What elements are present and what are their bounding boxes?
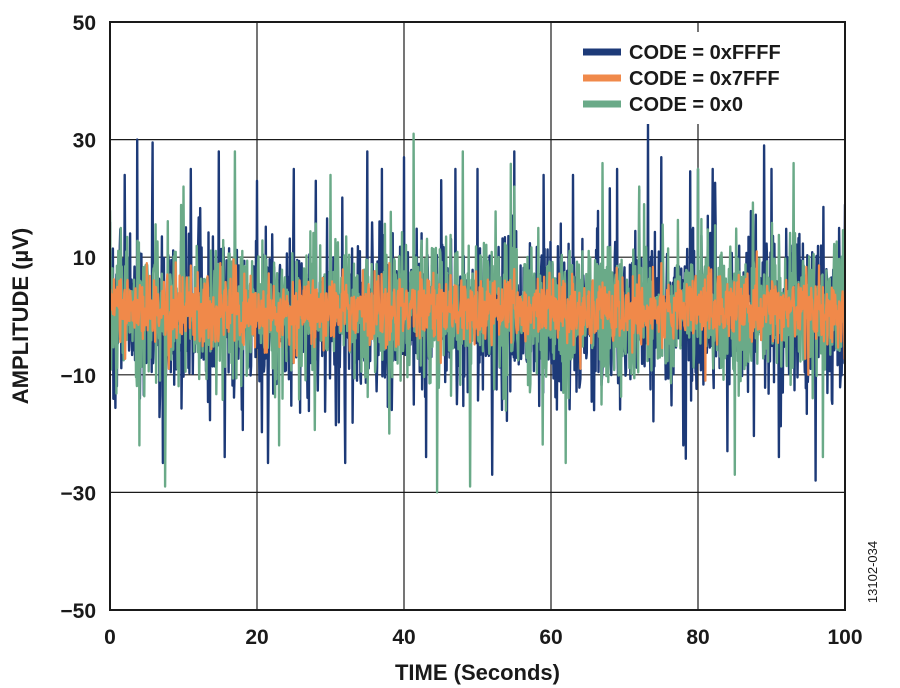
x-tick-label: 20 — [245, 626, 268, 649]
legend-label: CODE = 0x0 — [629, 94, 743, 116]
x-tick-label: 80 — [686, 626, 709, 649]
y-tick-label: −10 — [60, 365, 96, 388]
y-tick-label: −30 — [60, 482, 96, 505]
plot-frame — [109, 21, 846, 611]
y-tick-label: 50 — [73, 12, 96, 35]
series-line — [110, 250, 845, 382]
x-axis-title: TIME (Seconds) — [395, 660, 560, 685]
x-axis-ticks: 0 20 40 60 80 100 — [104, 626, 862, 649]
y-tick-label: 10 — [73, 247, 96, 270]
x-tick-label: 0 — [104, 626, 116, 649]
y-axis-title: AMPLITUDE (µV) — [8, 228, 33, 404]
y-axis-ticks: −50 −30 −10 10 30 50 — [60, 12, 96, 623]
legend-label: CODE = 0xFFFF — [629, 42, 781, 64]
y-tick-label: 30 — [73, 130, 96, 153]
legend: CODE = 0xFFFF CODE = 0x7FFF CODE = 0x0 — [583, 42, 781, 116]
x-tick-label: 40 — [392, 626, 415, 649]
x-tick-label: 100 — [827, 626, 862, 649]
x-tick-label: 60 — [539, 626, 562, 649]
figure-id: 13102-034 — [865, 541, 880, 603]
y-tick-label: −50 — [60, 600, 96, 623]
legend-label: CODE = 0x7FFF — [629, 68, 780, 90]
noise-traces — [110, 120, 845, 494]
